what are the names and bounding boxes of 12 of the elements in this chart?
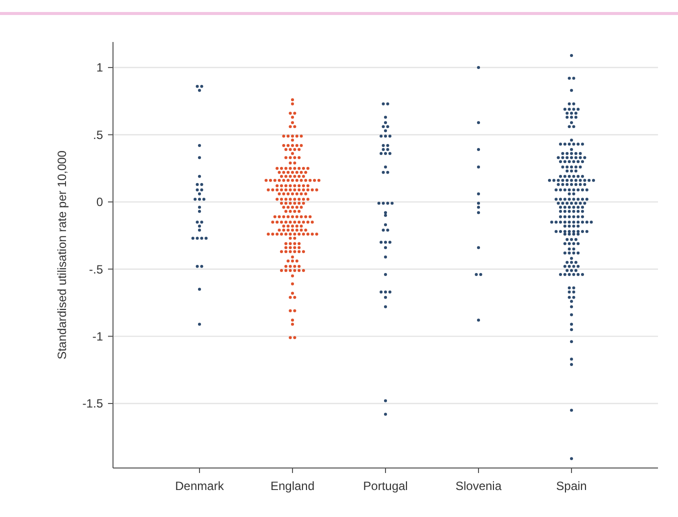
x-tick-label: Denmark xyxy=(175,479,225,493)
x-tick-label: England xyxy=(270,479,315,493)
y-tick-label: .5 xyxy=(92,128,104,142)
y-axis-title: Standardised utilisation rate per 10,000 xyxy=(55,150,69,360)
y-tick-label: 0 xyxy=(96,195,104,210)
x-tick-label: Portugal xyxy=(363,479,408,493)
x-tick-label: Spain xyxy=(556,479,587,493)
y-tick-label: -1.5 xyxy=(82,396,104,411)
x-tick-label: Slovenia xyxy=(455,479,502,493)
y-tick-label: 1 xyxy=(96,60,104,75)
y-tick-label: -.5 xyxy=(88,262,104,276)
y-tick-label: -1 xyxy=(92,330,104,344)
